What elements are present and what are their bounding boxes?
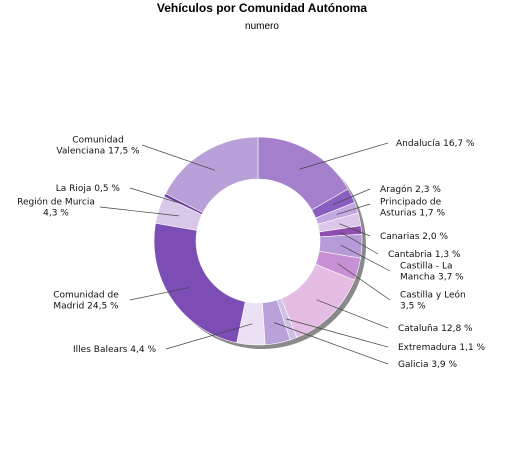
leader-line-cataluna [316,299,389,329]
leader-line-principado-de-asturias [336,203,371,215]
donut-slices [153,136,363,346]
label-comunidad-valenciana: Comunidad Valenciana 17,5 % [56,136,140,157]
leader-line-castilla-y-leon [337,263,391,301]
label-andalucia: Andalucía 16,7 % [396,139,475,149]
chart-title: Vehículos por Comunidad Autónoma [157,1,368,15]
label-galicia: Galicia 3,9 % [398,360,457,370]
leader-line-la-rioja [129,187,184,205]
label-principado-de-asturias: Principado de Asturias 1,7 % [380,198,446,219]
label-cantabria: Cantabria 1,3 % [388,250,461,260]
label-illes-balears: Illes Balears 4,4 % [73,345,156,355]
donut-hole [196,179,320,303]
label-comunidad-de-madrid: Comunidad de Madrid 24,5 % [53,291,119,312]
label-aragon: Aragón 2,3 % [380,184,441,195]
leader-line-region-de-murcia [99,206,179,217]
chart-subtitle: numero [245,21,279,32]
leader-line-castilla-la-mancha [340,244,391,272]
label-canarias: Canarias 2,0 % [380,232,448,242]
label-la-rioja: La Rioja 0,5 % [56,184,121,194]
leader-line-aragon [332,188,371,206]
label-castilla-y-leon: Castilla y León 3,5 % [400,290,466,312]
label-region-de-murcia: Región de Murcia 4,3 % [17,197,95,219]
slice-labels: Andalucía 16,7 % Aragón 2,3 % Principado d… [17,136,485,371]
leader-line-comunidad-de-madrid [129,287,190,301]
leader-line-comunidad-valenciana [141,144,215,171]
leader-line-canarias [339,223,371,237]
leader-line-cantabria [340,231,379,255]
leader-line-illes-balears [165,323,253,350]
leader-line-galicia [273,322,389,365]
leader-line-andalucia [299,142,389,170]
label-extremadura: Extremadura 1,1 % [398,343,486,353]
leader-line-extremadura [286,318,389,348]
leader-lines [99,142,391,365]
label-cataluna: Cataluña 12,8 % [398,324,473,334]
label-castilla-la-mancha: Castilla - La Mancha 3,7 % [400,262,464,283]
